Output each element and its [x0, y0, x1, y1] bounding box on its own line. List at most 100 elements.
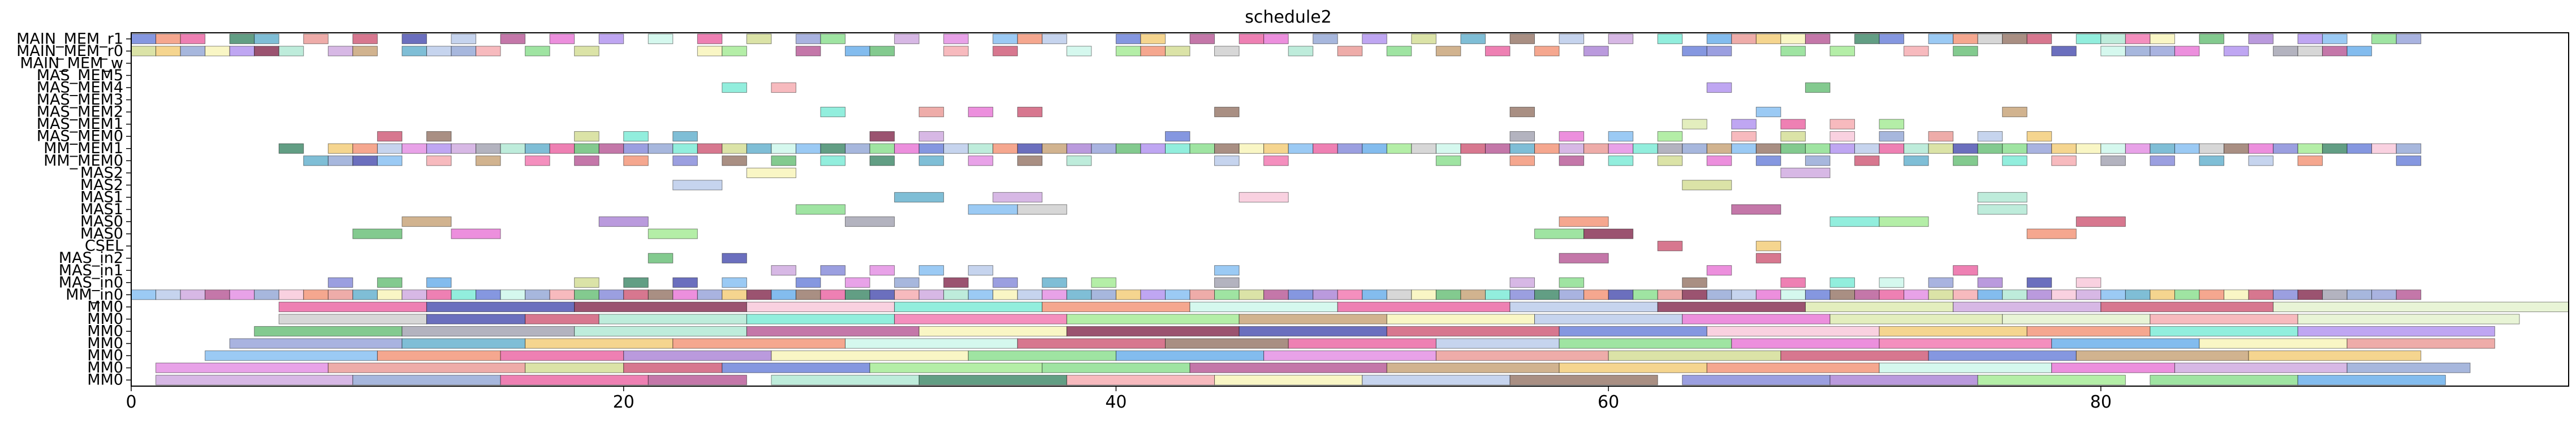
task-bar — [845, 277, 870, 288]
task-bar — [1854, 155, 1880, 166]
task-bar — [672, 289, 698, 300]
task-bar — [2076, 351, 2249, 361]
task-bar — [1780, 351, 1929, 361]
task-bar — [2273, 46, 2298, 57]
task-bar — [2125, 143, 2151, 154]
task-bar — [648, 289, 674, 300]
task-bar — [1091, 143, 1116, 154]
task-bar — [993, 289, 1018, 300]
task-bar — [525, 314, 599, 325]
task-bar — [1755, 241, 1781, 252]
task-bar — [993, 143, 1018, 154]
task-bar — [426, 289, 452, 300]
task-bar — [722, 277, 747, 288]
task-bar — [475, 143, 501, 154]
task-bar — [1485, 289, 1511, 300]
task-bar — [156, 289, 181, 300]
task-bar — [1066, 289, 1092, 300]
task-bar — [1509, 375, 1658, 386]
task-bar — [2002, 33, 2027, 44]
task-bar — [278, 143, 304, 154]
task-bar — [1977, 277, 2003, 288]
task-bar — [1189, 301, 1338, 313]
task-bar — [402, 33, 427, 44]
task-bar — [1657, 301, 1806, 313]
task-bar — [1534, 228, 1585, 239]
task-bar — [1386, 143, 1412, 154]
task-bar — [1780, 131, 1806, 142]
task-bar — [1731, 131, 1757, 142]
y-tick-label: MM0 — [87, 335, 123, 352]
task-bar — [1263, 351, 1436, 361]
task-bar — [1411, 143, 1436, 154]
task-bar — [156, 362, 329, 373]
task-bar — [303, 33, 329, 44]
y-tick-label: MAS_in1 — [59, 262, 123, 279]
task-bar — [180, 289, 206, 300]
task-bar — [1164, 289, 1190, 300]
task-bar — [722, 143, 747, 154]
task-bar — [672, 180, 723, 191]
task-bar — [943, 33, 969, 44]
task-bar — [2273, 143, 2298, 154]
y-tick-label: MM_in0 — [66, 286, 123, 304]
task-bar — [820, 155, 846, 166]
task-bar — [2248, 155, 2274, 166]
task-bar — [2051, 289, 2077, 300]
task-bar — [229, 33, 255, 44]
task-bar — [426, 301, 575, 313]
task-bar — [1362, 33, 1387, 44]
task-bar — [968, 265, 994, 276]
task-bar — [2346, 143, 2372, 154]
task-bar — [475, 289, 501, 300]
task-bar — [1337, 289, 1363, 300]
task-bar — [1042, 289, 1067, 300]
task-bar — [1140, 289, 1166, 300]
task-bar — [2150, 314, 2298, 325]
task-bar — [1164, 143, 1190, 154]
task-bar — [894, 301, 1043, 313]
x-tick-label: 80 — [2090, 392, 2112, 412]
task-bar — [1362, 289, 1387, 300]
task-bar — [1682, 314, 1831, 325]
task-bar — [2100, 46, 2126, 57]
task-bar — [2150, 289, 2175, 300]
task-bar — [2346, 46, 2372, 57]
task-bar — [1755, 33, 1781, 44]
task-bar — [1017, 155, 1043, 166]
task-bar — [2100, 143, 2126, 154]
task-bar — [1829, 46, 1855, 57]
task-bar — [894, 143, 920, 154]
task-bar — [993, 46, 1018, 57]
task-bar — [869, 46, 895, 57]
task-bar — [697, 143, 723, 154]
y-tick-label: MAS1 — [80, 201, 123, 218]
task-bar — [2125, 33, 2151, 44]
task-bar — [278, 314, 427, 325]
task-bar — [327, 155, 353, 166]
task-bar — [1706, 143, 1732, 154]
task-bar — [1042, 143, 1067, 154]
task-bar — [1805, 143, 1831, 154]
task-bar — [1534, 314, 1683, 325]
task-bar — [254, 46, 279, 57]
task-bar — [1042, 362, 1190, 373]
y-tick-label: MM0 — [87, 323, 123, 340]
task-bar — [1780, 167, 1831, 178]
task-bar — [697, 46, 723, 57]
task-bar — [1115, 33, 1141, 44]
task-bar — [943, 277, 969, 288]
task-bar — [2346, 338, 2495, 349]
task-bar — [795, 46, 821, 57]
task-bar — [426, 155, 452, 166]
task-bar — [1313, 289, 1338, 300]
task-bar — [918, 326, 1067, 337]
task-bar — [845, 289, 870, 300]
task-bar — [1682, 180, 1732, 191]
task-bar — [623, 351, 772, 361]
task-bar — [574, 155, 599, 166]
task-bar — [2026, 131, 2052, 142]
task-bar — [2076, 33, 2102, 44]
task-bar — [1288, 46, 1314, 57]
